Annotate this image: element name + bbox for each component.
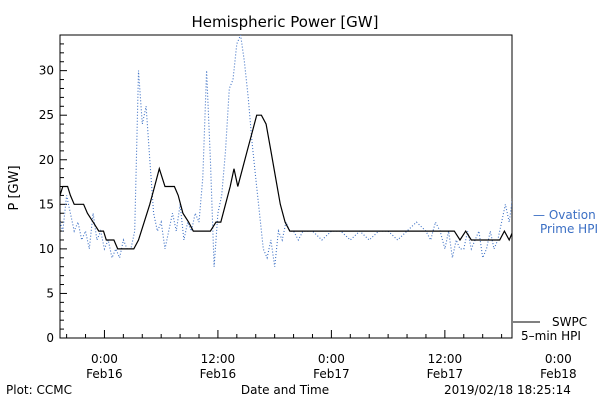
y-tick-label: 0 bbox=[46, 331, 54, 345]
y-tick-label: 20 bbox=[39, 153, 54, 167]
legend-ovation-label: — Ovation bbox=[533, 208, 596, 222]
series-layer bbox=[60, 35, 512, 267]
plot-area-border bbox=[59, 34, 513, 339]
y-axis-label: P [GW] bbox=[7, 165, 22, 210]
y-tick-label: 5 bbox=[46, 286, 54, 300]
y-tick-label: 30 bbox=[39, 64, 54, 78]
footer-source: Plot: CCMC bbox=[6, 383, 72, 397]
x-tick-time-label: 12:00 bbox=[428, 352, 463, 366]
y-tick-label: 10 bbox=[39, 242, 54, 256]
x-axis: 0:00Feb1612:00Feb160:00Feb1712:00Feb170:… bbox=[66, 330, 577, 381]
footer-timestamp: 2019/02/18 18:25:14 bbox=[444, 383, 571, 397]
plot-frame bbox=[59, 34, 513, 339]
x-tick-date-label: Feb16 bbox=[200, 367, 237, 381]
x-tick-time-label: 0:00 bbox=[91, 352, 118, 366]
y-axis: 0 5 10 15 20 25 30 bbox=[39, 34, 67, 345]
x-tick-date-label: Feb16 bbox=[86, 367, 123, 381]
x-tick-date-label: Feb17 bbox=[427, 367, 464, 381]
legend: — Ovation Prime HPI SWPC 5–min HPI bbox=[513, 208, 598, 343]
legend-swpc-label-2: 5–min HPI bbox=[521, 329, 581, 343]
x-tick-time-label: 12:00 bbox=[201, 352, 236, 366]
y-tick-label: 15 bbox=[39, 197, 54, 211]
chart-title: Hemispheric Power [GW] bbox=[192, 13, 379, 31]
y-tick-label: 25 bbox=[39, 108, 54, 122]
legend-swpc-label: SWPC bbox=[552, 315, 587, 329]
swpc-hpi-series-line bbox=[60, 114, 512, 250]
x-tick-date-label: Feb17 bbox=[313, 367, 350, 381]
x-tick-date-label: Feb18 bbox=[540, 367, 577, 381]
x-tick-time-label: 0:00 bbox=[545, 352, 572, 366]
x-tick-time-label: 0:00 bbox=[318, 352, 345, 366]
x-axis-label: Date and Time bbox=[241, 383, 329, 397]
legend-ovation-label-2: Prime HPI bbox=[540, 222, 598, 236]
